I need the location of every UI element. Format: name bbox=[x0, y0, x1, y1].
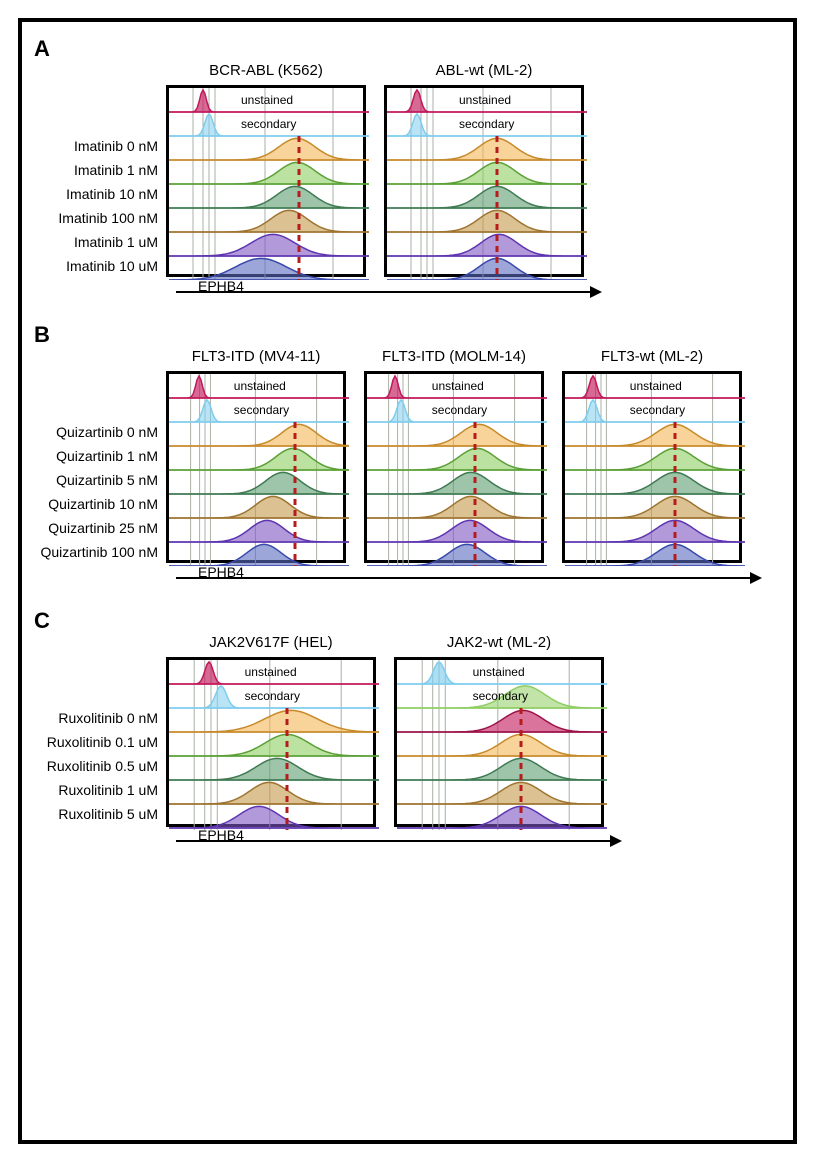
figure-border: AImatinib 0 nMImatinib 1 nMImatinib 10 n… bbox=[18, 18, 797, 1144]
row-label: Quizartinib 25 nM bbox=[36, 516, 158, 540]
svg-text:unstained: unstained bbox=[234, 379, 286, 393]
histogram-box: unstained secondary bbox=[384, 85, 584, 277]
histogram-svg: unstained secondary bbox=[169, 660, 379, 830]
row-label: Ruxolitinib 5 uM bbox=[36, 802, 158, 826]
plot-column: JAK2-wt (ML-2) unstained secondary bbox=[394, 634, 604, 827]
svg-text:unstained: unstained bbox=[630, 379, 682, 393]
histogram-box: unstained secondary bbox=[364, 371, 544, 563]
plots-row: BCR-ABL (K562) unstained secondary bbox=[166, 62, 779, 277]
plot-title: ABL-wt (ML-2) bbox=[436, 62, 533, 79]
histogram-svg: unstained secondary bbox=[169, 88, 369, 280]
row-label: Imatinib 10 uM bbox=[36, 254, 158, 278]
row-labels: Ruxolitinib 0 nMRuxolitinib 0.1 uMRuxoli… bbox=[36, 634, 166, 826]
panel-C: CRuxolitinib 0 nMRuxolitinib 0.1 uMRuxol… bbox=[36, 610, 779, 849]
histogram-svg: unstained secondary bbox=[169, 374, 349, 566]
axis-label: EPHB4 bbox=[198, 278, 244, 294]
plot-column: JAK2V617F (HEL) unstained secondary bbox=[166, 634, 376, 827]
row-label: Ruxolitinib 0 nM bbox=[36, 706, 158, 730]
panel-B: BQuizartinib 0 nMQuizartinib 1 nMQuizart… bbox=[36, 324, 779, 586]
histogram-box: unstained secondary bbox=[166, 371, 346, 563]
panel-body: Imatinib 0 nMImatinib 1 nMImatinib 10 nM… bbox=[36, 38, 779, 278]
svg-text:secondary: secondary bbox=[234, 403, 289, 417]
histogram-svg: unstained secondary bbox=[565, 374, 745, 566]
axis-label: EPHB4 bbox=[198, 564, 244, 580]
plot-column: FLT3-wt (ML-2) unstained secondary bbox=[562, 348, 742, 563]
plot-column: ABL-wt (ML-2) unstained secondary bbox=[384, 62, 584, 277]
svg-text:unstained: unstained bbox=[432, 379, 484, 393]
plot-title: JAK2-wt (ML-2) bbox=[447, 634, 551, 651]
svg-text:secondary: secondary bbox=[432, 403, 487, 417]
panel-letter: C bbox=[34, 608, 50, 634]
row-label: Imatinib 1 uM bbox=[36, 230, 158, 254]
svg-text:secondary: secondary bbox=[241, 117, 296, 131]
row-label: Imatinib 1 nM bbox=[36, 158, 158, 182]
svg-text:secondary: secondary bbox=[630, 403, 685, 417]
axis-label: EPHB4 bbox=[198, 827, 244, 843]
histogram-svg: unstained secondary bbox=[397, 660, 607, 830]
row-label: Imatinib 100 nM bbox=[36, 206, 158, 230]
svg-text:unstained: unstained bbox=[245, 665, 297, 679]
svg-text:unstained: unstained bbox=[473, 665, 525, 679]
panel-letter: B bbox=[34, 322, 50, 348]
plot-column: FLT3-ITD (MV4-11) unstained secondary bbox=[166, 348, 346, 563]
row-label: Ruxolitinib 0.5 uM bbox=[36, 754, 158, 778]
histogram-svg: unstained secondary bbox=[367, 374, 547, 566]
row-label: Imatinib 0 nM bbox=[36, 134, 158, 158]
panel-A: AImatinib 0 nMImatinib 1 nMImatinib 10 n… bbox=[36, 38, 779, 300]
plot-title: FLT3-wt (ML-2) bbox=[601, 348, 703, 365]
svg-text:unstained: unstained bbox=[459, 93, 511, 107]
row-label: Ruxolitinib 1 uM bbox=[36, 778, 158, 802]
axis-arrow: EPHB4 bbox=[174, 282, 779, 300]
row-label: Quizartinib 5 nM bbox=[36, 468, 158, 492]
row-label: Imatinib 10 nM bbox=[36, 182, 158, 206]
plot-column: FLT3-ITD (MOLM-14) unstained secondary bbox=[364, 348, 544, 563]
histogram-box: unstained secondary bbox=[562, 371, 742, 563]
axis-arrow: EPHB4 bbox=[174, 568, 779, 586]
svg-text:secondary: secondary bbox=[473, 689, 528, 703]
svg-text:secondary: secondary bbox=[459, 117, 514, 131]
histogram-box: unstained secondary bbox=[166, 85, 366, 277]
axis-arrow: EPHB4 bbox=[174, 831, 779, 849]
panel-body: Quizartinib 0 nMQuizartinib 1 nMQuizarti… bbox=[36, 324, 779, 564]
row-label: Quizartinib 0 nM bbox=[36, 420, 158, 444]
plot-title: JAK2V617F (HEL) bbox=[209, 634, 332, 651]
row-label: Quizartinib 1 nM bbox=[36, 444, 158, 468]
row-labels: Imatinib 0 nMImatinib 1 nMImatinib 10 nM… bbox=[36, 62, 166, 278]
svg-text:secondary: secondary bbox=[245, 689, 300, 703]
row-label: Quizartinib 100 nM bbox=[36, 540, 158, 564]
row-label: Quizartinib 10 nM bbox=[36, 492, 158, 516]
histogram-svg: unstained secondary bbox=[387, 88, 587, 280]
row-labels: Quizartinib 0 nMQuizartinib 1 nMQuizarti… bbox=[36, 348, 166, 564]
plot-title: FLT3-ITD (MOLM-14) bbox=[382, 348, 526, 365]
svg-text:unstained: unstained bbox=[241, 93, 293, 107]
plots-row: JAK2V617F (HEL) unstained secondary bbox=[166, 634, 779, 827]
histogram-box: unstained secondary bbox=[394, 657, 604, 827]
row-label: Ruxolitinib 0.1 uM bbox=[36, 730, 158, 754]
plot-column: BCR-ABL (K562) unstained secondary bbox=[166, 62, 366, 277]
plot-title: BCR-ABL (K562) bbox=[209, 62, 323, 79]
panel-body: Ruxolitinib 0 nMRuxolitinib 0.1 uMRuxoli… bbox=[36, 610, 779, 827]
histogram-box: unstained secondary bbox=[166, 657, 376, 827]
plot-title: FLT3-ITD (MV4-11) bbox=[192, 348, 321, 365]
plots-row: FLT3-ITD (MV4-11) unstained secondary bbox=[166, 348, 779, 563]
panel-letter: A bbox=[34, 36, 50, 62]
